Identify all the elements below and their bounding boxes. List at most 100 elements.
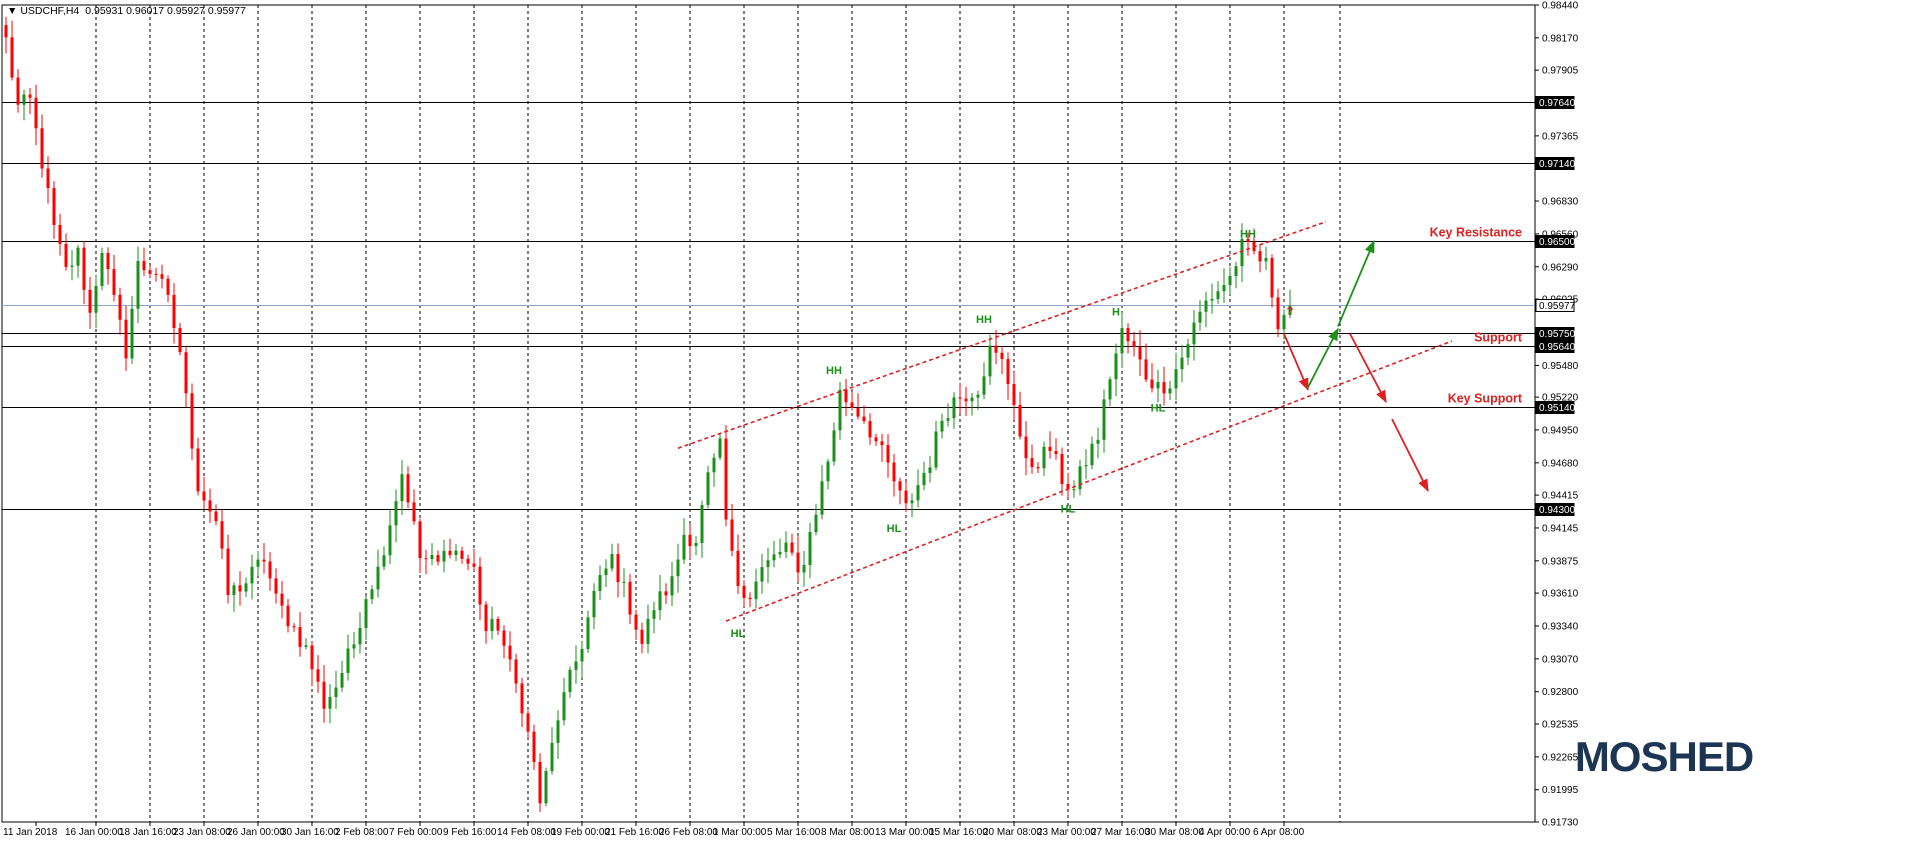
- candle-body: [1036, 467, 1040, 469]
- y-tick-label: 0.98440: [1542, 1, 1579, 12]
- candle-body: [1246, 238, 1250, 242]
- candle-body: [124, 319, 128, 359]
- candle-body: [388, 525, 392, 556]
- candle-body: [724, 438, 728, 520]
- price-box: [1535, 401, 1575, 414]
- green-arrow: [1337, 240, 1375, 327]
- candle-body: [958, 397, 962, 399]
- y-tick-label: 0.93610: [1542, 589, 1579, 600]
- candle-body: [982, 376, 986, 395]
- candle-body: [1024, 436, 1028, 459]
- candle-body: [910, 500, 914, 504]
- candle-body: [1174, 369, 1178, 389]
- swing-label: HL: [887, 523, 902, 535]
- level-name-label: Key Resistance: [1430, 226, 1522, 240]
- candle-body: [442, 550, 446, 562]
- candle-body: [688, 534, 692, 547]
- candle-body: [1198, 311, 1202, 323]
- x-tick-label: 11 Jan 2018: [3, 827, 58, 838]
- candle-body: [1114, 353, 1118, 380]
- candle-body: [814, 514, 818, 533]
- header-triangle-icon[interactable]: ▼: [7, 5, 20, 17]
- candle-body: [682, 534, 686, 560]
- candle-body: [256, 559, 260, 567]
- candle-body: [322, 681, 326, 709]
- candle-body: [826, 461, 830, 482]
- price-box-label: 0.96500: [1539, 237, 1576, 248]
- candle-body: [1204, 300, 1208, 312]
- candle-body: [28, 94, 32, 98]
- candle-body: [412, 502, 416, 522]
- candle-body: [670, 576, 674, 596]
- x-tick-label: 19 Feb 00:00: [551, 827, 610, 838]
- price-box-label: 0.95140: [1539, 403, 1576, 414]
- candle-body: [166, 278, 170, 295]
- candle-body: [1228, 275, 1232, 286]
- candle-body: [922, 472, 926, 486]
- y-tick-label: 0.92535: [1542, 719, 1579, 730]
- candle-body: [202, 491, 206, 501]
- candle-body: [898, 481, 902, 491]
- green-arrow: [1307, 327, 1339, 388]
- candle-body: [1012, 384, 1016, 405]
- candle-body: [622, 581, 626, 583]
- candle-body: [838, 389, 842, 431]
- price-box-label: 0.95977: [1539, 301, 1576, 312]
- candle-body: [1084, 465, 1088, 467]
- candle-body: [382, 555, 386, 567]
- swing-label: HL: [731, 628, 746, 640]
- candle-body: [772, 554, 776, 561]
- price-box: [1535, 503, 1575, 516]
- x-tick-label: 23 Mar 00:00: [1037, 827, 1096, 838]
- candle-body: [904, 490, 908, 504]
- candle-body: [220, 521, 224, 549]
- candle-body: [952, 397, 956, 419]
- channel-upper-line: [677, 220, 1327, 449]
- candle-body: [538, 761, 542, 804]
- price-box-label: 0.95750: [1539, 329, 1576, 340]
- candle-body: [1270, 258, 1274, 298]
- red-arrow: [1391, 418, 1429, 492]
- candle-body: [994, 345, 998, 353]
- candle-body: [916, 485, 920, 501]
- candle-body: [1048, 446, 1052, 452]
- swing-label: H: [1112, 306, 1120, 318]
- x-tick-label: 23 Jan 08:00: [173, 827, 231, 838]
- candle-body: [136, 261, 140, 309]
- x-tick-label: 4 Apr 00:00: [1199, 827, 1251, 838]
- candle-body: [736, 550, 740, 586]
- y-tick-label: 0.98170: [1542, 33, 1579, 44]
- candle-body: [40, 128, 44, 169]
- y-tick-label: 0.93070: [1542, 654, 1579, 665]
- candle-body: [1096, 439, 1100, 444]
- candle-body: [184, 352, 188, 394]
- candle-body: [274, 578, 278, 594]
- candle-body: [262, 559, 266, 562]
- candle-body: [1258, 251, 1262, 262]
- candle-body: [1000, 352, 1004, 360]
- y-tick-label: 0.97365: [1542, 131, 1579, 142]
- candle-body: [892, 462, 896, 482]
- x-tick-label: 1 Mar 00:00: [713, 827, 767, 838]
- candle-body: [34, 97, 38, 129]
- candle-body: [172, 294, 176, 329]
- candle-body: [628, 581, 632, 615]
- candle-body: [1018, 404, 1022, 437]
- candle-body: [766, 560, 770, 568]
- y-tick-label: 0.94950: [1542, 425, 1579, 436]
- candle-body: [778, 551, 782, 555]
- candle-body: [1108, 379, 1112, 400]
- candle-body: [280, 593, 284, 606]
- candle-body: [112, 269, 116, 295]
- candle-body: [346, 648, 350, 674]
- candle-body: [514, 659, 518, 684]
- candle-body: [88, 289, 92, 313]
- candle-body: [1234, 266, 1238, 276]
- chart-header: ▼ USDCHF,H4 0.95931 0.96017 0.95927 0.959…: [7, 5, 246, 17]
- candle-body: [652, 610, 656, 619]
- candle-body: [16, 77, 20, 105]
- candle-body: [520, 683, 524, 714]
- candle-body: [196, 448, 200, 492]
- x-tick-label: 30 Jan 16:00: [281, 827, 339, 838]
